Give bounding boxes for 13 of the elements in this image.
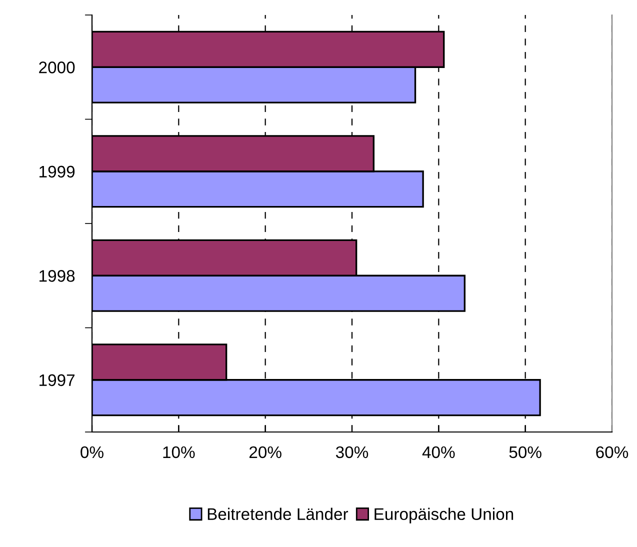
x-tick-label: 60%: [596, 446, 628, 458]
x-tick-label: 20%: [249, 446, 282, 458]
x-tick-label: 0%: [80, 446, 104, 458]
y-tick-label: 1999: [40, 166, 75, 178]
x-tick-label: 30%: [336, 446, 368, 458]
legend-label: Europäische Union: [374, 508, 514, 524]
legend-label: Beitretende Länder: [208, 508, 348, 520]
x-tick-label: 10%: [163, 446, 195, 458]
x-tick-label: 50%: [509, 446, 542, 458]
y-tick-label: 1998: [40, 270, 75, 282]
y-tick-label: 1997: [40, 374, 74, 386]
y-tick-label: 2000: [39, 62, 75, 74]
x-tick-label: 40%: [422, 446, 455, 458]
